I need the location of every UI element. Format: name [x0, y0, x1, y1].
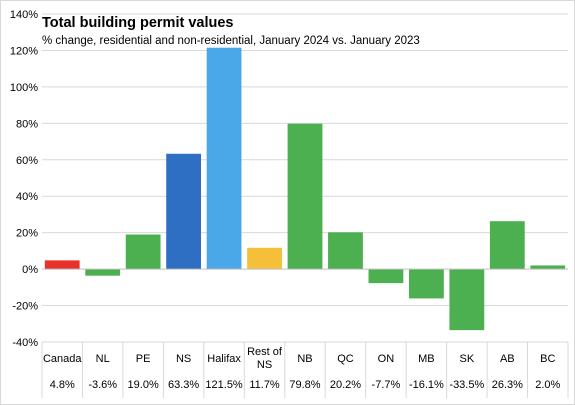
value-label: 2.0%	[535, 379, 560, 391]
bar	[44, 260, 80, 270]
category-label: QC	[337, 353, 354, 365]
category-label: NB	[297, 353, 312, 365]
gridlines	[41, 13, 569, 398]
bar	[206, 47, 242, 270]
y-tick-label: 20%	[16, 228, 38, 240]
category-label: Rest of	[247, 346, 283, 358]
y-tick-label: -20%	[12, 301, 38, 313]
bar	[408, 269, 444, 299]
value-label: 11.7%	[249, 379, 280, 391]
bar	[85, 269, 121, 276]
value-label: 63.3%	[168, 379, 199, 391]
value-label: -16.1%	[409, 379, 444, 391]
category-label: SK	[460, 353, 475, 365]
bar	[247, 247, 282, 270]
value-label: 26.3%	[492, 379, 523, 391]
y-tick-label: 0%	[22, 264, 38, 276]
y-tick-label: 40%	[16, 191, 38, 203]
category-label: NS	[257, 359, 272, 371]
bar	[489, 221, 525, 270]
bar	[530, 265, 566, 270]
category-label: Canada	[43, 353, 82, 365]
category-label: MB	[418, 353, 435, 365]
y-axis-ticks: -40% -20% 0% 20% 40% 60% 80% 100% 120% 140%	[10, 9, 38, 349]
value-label: -33.5%	[449, 379, 484, 391]
bar	[125, 234, 161, 270]
category-label: Halifax	[207, 353, 241, 365]
y-tick-label: -40%	[12, 337, 38, 349]
y-tick-label: 120%	[10, 45, 38, 57]
bar	[166, 153, 202, 270]
y-tick-label: 100%	[10, 82, 38, 94]
bar	[449, 269, 485, 331]
category-label: NS	[176, 353, 191, 365]
value-labels: 4.8% -3.6% 19.0% 63.3% 121.5% 11.7% 79.8% 20.2%…	[50, 379, 561, 391]
value-label: 4.8%	[50, 379, 75, 391]
category-label: NL	[96, 353, 110, 365]
y-tick-label: 80%	[16, 118, 38, 130]
category-label: AB	[500, 353, 515, 365]
bar	[328, 232, 363, 270]
value-label: -3.6%	[88, 379, 117, 391]
value-label: 121.5%	[205, 379, 243, 391]
chart-subtitle: % change, residential and non-residentia…	[42, 35, 420, 47]
value-label: 19.0%	[128, 379, 159, 391]
category-label: PE	[136, 353, 151, 365]
value-label: -7.7%	[372, 379, 401, 391]
chart-title: Total building permit values	[42, 15, 233, 31]
bar	[287, 123, 323, 270]
value-label: 20.2%	[330, 379, 361, 391]
bars	[42, 47, 568, 331]
category-label: BC	[540, 353, 555, 365]
y-tick-label: 140%	[10, 9, 38, 21]
value-label: 79.8%	[289, 379, 320, 391]
bar	[368, 269, 404, 284]
category-label: ON	[378, 353, 395, 365]
y-tick-label: 60%	[16, 155, 38, 167]
